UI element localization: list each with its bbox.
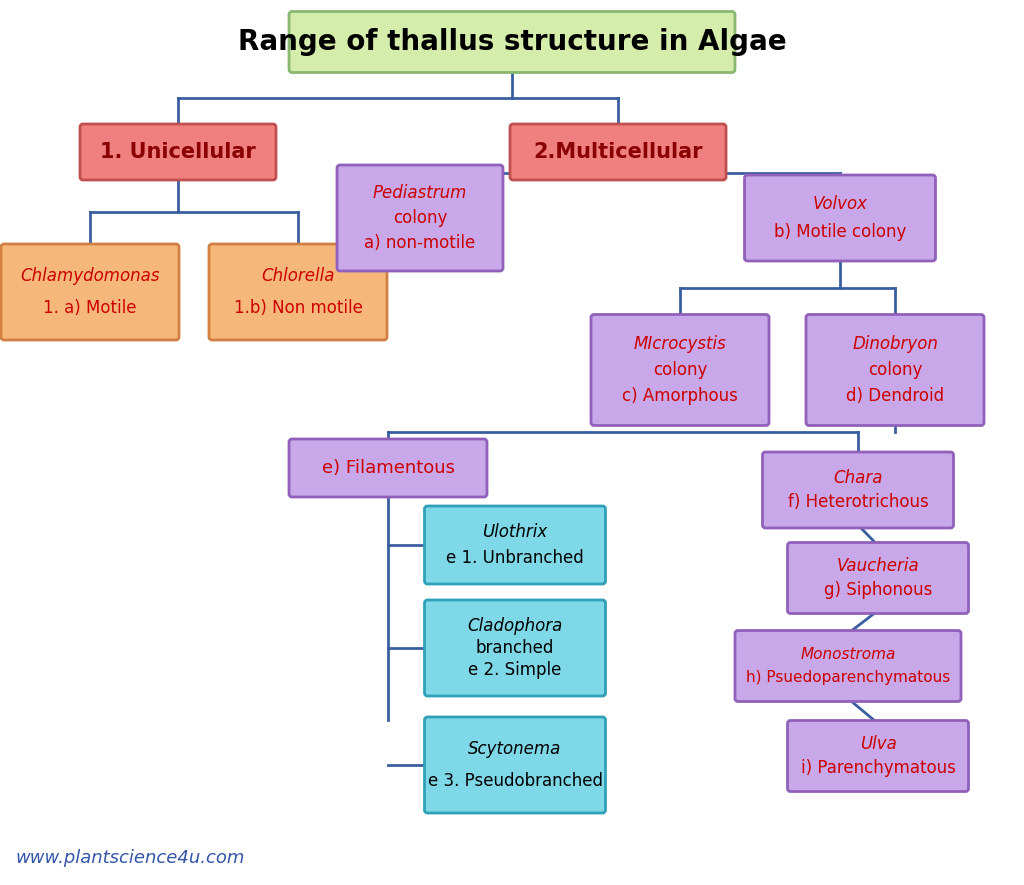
Text: Volvox: Volvox — [812, 195, 867, 212]
Text: Cladophora: Cladophora — [467, 617, 562, 635]
FancyBboxPatch shape — [209, 244, 387, 340]
Text: e 2. Simple: e 2. Simple — [468, 661, 562, 680]
FancyBboxPatch shape — [425, 506, 605, 584]
Text: MIcrocystis: MIcrocystis — [634, 335, 726, 353]
FancyBboxPatch shape — [787, 543, 969, 613]
FancyBboxPatch shape — [763, 452, 953, 528]
Text: Scytonema: Scytonema — [468, 740, 562, 758]
Text: Ulva: Ulva — [859, 735, 896, 753]
FancyBboxPatch shape — [735, 630, 961, 702]
Text: 2.Multicellular: 2.Multicellular — [534, 142, 702, 162]
Text: h) Psuedoparenchymatous: h) Psuedoparenchymatous — [745, 670, 950, 685]
FancyBboxPatch shape — [425, 717, 605, 813]
Text: 1.b) Non motile: 1.b) Non motile — [233, 299, 362, 317]
Text: branched: branched — [476, 639, 554, 657]
Text: a) non-motile: a) non-motile — [365, 234, 475, 252]
Text: Vaucheria: Vaucheria — [837, 558, 920, 575]
Text: Dinobryon: Dinobryon — [852, 335, 938, 353]
Text: d) Dendroid: d) Dendroid — [846, 387, 944, 405]
Text: e 3. Pseudobranched: e 3. Pseudobranched — [427, 772, 602, 790]
FancyBboxPatch shape — [806, 314, 984, 426]
FancyBboxPatch shape — [787, 720, 969, 791]
Text: 1. Unicellular: 1. Unicellular — [100, 142, 256, 162]
Text: colony: colony — [393, 209, 447, 227]
FancyBboxPatch shape — [510, 124, 726, 180]
Text: Chara: Chara — [834, 468, 883, 487]
Text: Chlorella: Chlorella — [261, 267, 335, 285]
Text: e 1. Unbranched: e 1. Unbranched — [446, 549, 584, 566]
FancyBboxPatch shape — [289, 439, 487, 497]
Text: Range of thallus structure in Algae: Range of thallus structure in Algae — [238, 28, 786, 56]
Text: 1. a) Motile: 1. a) Motile — [43, 299, 137, 317]
Text: c) Amorphous: c) Amorphous — [622, 387, 738, 405]
Text: Pediastrum: Pediastrum — [373, 184, 467, 202]
Text: Monostroma: Monostroma — [801, 647, 896, 662]
FancyBboxPatch shape — [1, 244, 179, 340]
FancyBboxPatch shape — [744, 175, 936, 261]
FancyBboxPatch shape — [425, 600, 605, 696]
FancyBboxPatch shape — [80, 124, 276, 180]
FancyBboxPatch shape — [289, 12, 735, 73]
Text: b) Motile colony: b) Motile colony — [774, 223, 906, 242]
Text: colony: colony — [867, 361, 923, 379]
Text: colony: colony — [653, 361, 708, 379]
FancyBboxPatch shape — [591, 314, 769, 426]
Text: f) Heterotrichous: f) Heterotrichous — [787, 494, 929, 512]
Text: Ulothrix: Ulothrix — [482, 523, 548, 541]
Text: Chlamydomonas: Chlamydomonas — [20, 267, 160, 285]
Text: i) Parenchymatous: i) Parenchymatous — [801, 758, 955, 776]
FancyBboxPatch shape — [337, 165, 503, 271]
Text: e) Filamentous: e) Filamentous — [322, 459, 455, 477]
Text: www.plantscience4u.com: www.plantscience4u.com — [15, 849, 245, 867]
Text: g) Siphonous: g) Siphonous — [824, 581, 932, 598]
